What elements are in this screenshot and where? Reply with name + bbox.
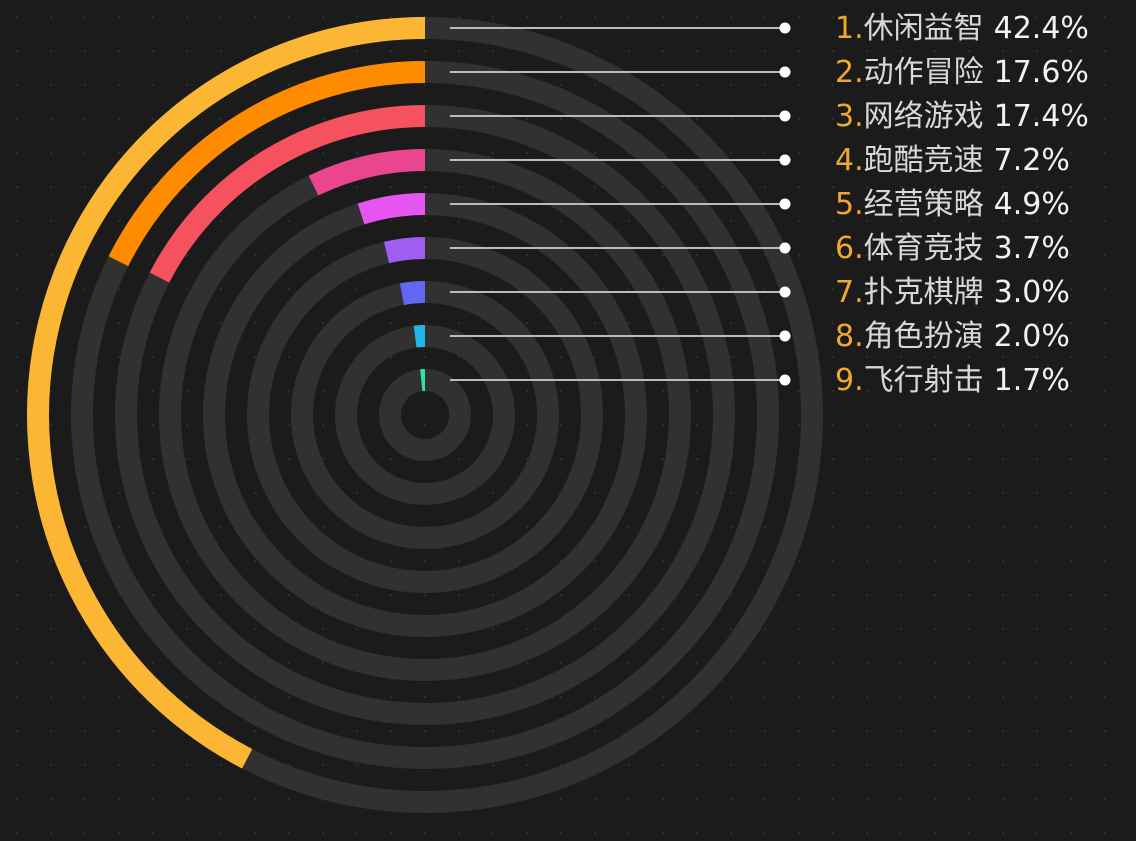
value-label: 7.2%	[994, 143, 1070, 178]
legend-label: 7.扑克棋牌 3.0%	[835, 275, 1070, 310]
category-name: 动作冒险	[864, 55, 984, 90]
leader-dot	[779, 198, 791, 210]
leader-dot	[779, 374, 791, 386]
value-label: 1.7%	[994, 363, 1070, 398]
value-label: 17.6%	[994, 55, 1089, 90]
arc-bar	[383, 237, 426, 264]
category-name: 体育竞技	[864, 231, 984, 266]
category-name: 角色扮演	[864, 319, 984, 354]
legend-label: 3.网络游戏 17.4%	[835, 99, 1089, 134]
rank: 1.	[835, 11, 864, 46]
category-name: 跑酷竞速	[864, 143, 984, 178]
value-label: 3.7%	[994, 231, 1070, 266]
rank: 3.	[835, 99, 864, 134]
leader-dot	[779, 330, 791, 342]
arc-bar	[308, 149, 426, 196]
legend-label: 1.休闲益智 42.4%	[835, 11, 1089, 46]
arc-bar	[27, 17, 426, 769]
leader-dot	[779, 66, 791, 78]
value-label: 17.4%	[994, 99, 1089, 134]
legend-label: 5.经营策略 4.9%	[835, 187, 1070, 222]
legend-label: 9.飞行射击 1.7%	[835, 363, 1070, 398]
leader-dot	[779, 110, 791, 122]
arc-bar	[399, 281, 426, 306]
rank: 6.	[835, 231, 864, 266]
leader-dot	[779, 286, 791, 298]
category-name: 飞行射击	[864, 363, 984, 398]
legend-label: 8.角色扮演 2.0%	[835, 319, 1070, 354]
rank: 2.	[835, 55, 864, 90]
category-name: 网络游戏	[864, 99, 984, 134]
leader-dot	[779, 22, 791, 34]
value-label: 3.0%	[994, 275, 1070, 310]
category-name: 经营策略	[864, 187, 984, 222]
legend-label: 6.体育竞技 3.7%	[835, 231, 1070, 266]
value-label: 4.9%	[994, 187, 1070, 222]
value-label: 2.0%	[994, 319, 1070, 354]
leader-dot	[779, 154, 791, 166]
arc-bar	[108, 61, 426, 267]
arc-bar	[413, 325, 426, 348]
rank: 8.	[835, 319, 864, 354]
arc-bar	[149, 105, 426, 283]
rank: 7.	[835, 275, 864, 310]
value-label: 42.4%	[994, 11, 1089, 46]
category-name: 扑克棋牌	[864, 275, 984, 310]
category-name: 休闲益智	[864, 11, 984, 46]
rank: 9.	[835, 363, 864, 398]
leader-dot	[779, 242, 791, 254]
legend-label: 4.跑酷竞速 7.2%	[835, 143, 1070, 178]
rank: 4.	[835, 143, 864, 178]
rank: 5.	[835, 187, 864, 222]
arc-bar	[357, 193, 426, 225]
legend-label: 2.动作冒险 17.6%	[835, 55, 1089, 90]
